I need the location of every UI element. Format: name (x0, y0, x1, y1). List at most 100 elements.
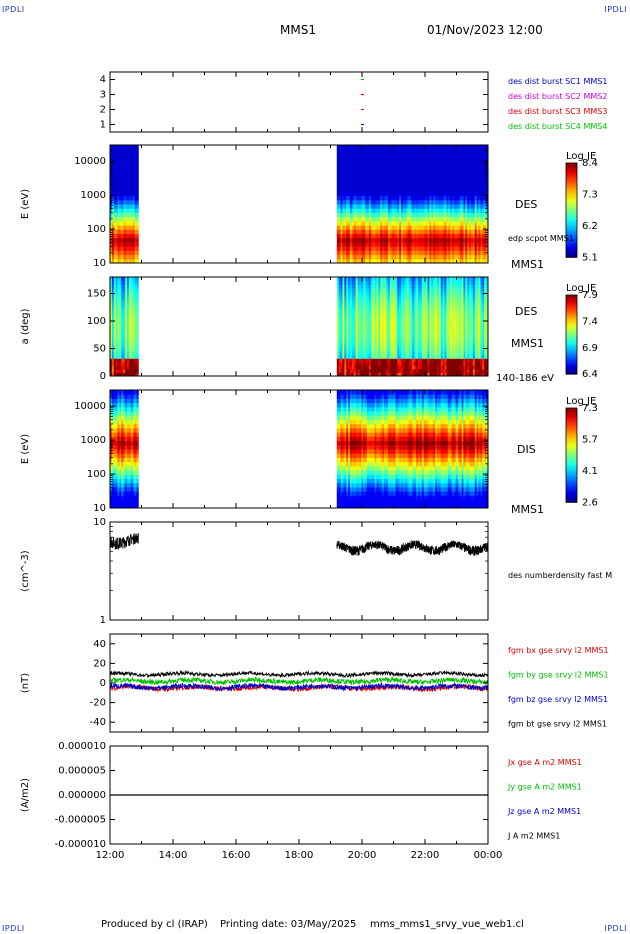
heatmap-cell (344, 326, 347, 331)
heatmap-cell (113, 344, 117, 349)
y-tick-label: 100 (87, 224, 106, 235)
heatmap-cell (461, 233, 464, 239)
heatmap-cell (425, 258, 428, 264)
heatmap-cell (378, 145, 381, 150)
heatmap-cell (374, 233, 377, 239)
heatmap-cell (336, 284, 340, 289)
heatmap-cell (423, 161, 427, 167)
heatmap-cell (134, 216, 137, 222)
heatmap-cell (368, 258, 372, 264)
heatmap-cell (474, 161, 478, 167)
heatmap-cell (436, 322, 440, 327)
heatmap-cell (418, 182, 421, 188)
heatmap-cell (393, 258, 396, 264)
heatmap-cell (410, 337, 413, 342)
heatmap-cell (414, 166, 417, 171)
heatmap-cell (363, 326, 366, 331)
heatmap-cell (384, 237, 387, 243)
heatmap-cell (463, 250, 466, 256)
heatmap-cell (336, 225, 340, 230)
heatmap-cell (370, 216, 374, 222)
heatmap-cell (342, 250, 345, 256)
heatmap-cell (361, 208, 364, 213)
heatmap-cell (367, 372, 370, 377)
heatmap-cell (374, 216, 377, 222)
heatmap-cell (395, 157, 398, 163)
heatmap-cell (121, 149, 124, 154)
heatmap-cell (384, 178, 387, 184)
heatmap-cell (363, 298, 366, 303)
heatmap-cell (387, 233, 391, 239)
heatmap-cell (363, 187, 366, 192)
heatmap-cell (111, 250, 115, 256)
heatmap-cell (450, 315, 453, 320)
heatmap-cell (125, 301, 128, 306)
heatmap-cell (391, 145, 394, 150)
heatmap-cell (338, 301, 341, 306)
heatmap-cell (391, 298, 394, 303)
heatmap-cell (385, 212, 389, 218)
heatmap-cell (370, 254, 374, 260)
heatmap-cell (119, 174, 122, 180)
heatmap-cell (127, 212, 130, 218)
heatmap-cell (414, 308, 417, 313)
heatmap-cell (419, 157, 423, 163)
heatmap-cell (425, 182, 428, 188)
heatmap-cell (465, 246, 468, 251)
heatmap-cell (465, 153, 468, 159)
heatmap-cell (355, 220, 358, 226)
heatmap-cell (338, 237, 341, 243)
heatmap-cell (385, 277, 389, 282)
colorbar-tick-label: 5.1 (582, 252, 598, 263)
heatmap-cell (130, 237, 134, 243)
heatmap-cell (425, 326, 428, 331)
heatmap-cell (348, 258, 351, 264)
heatmap-cell (474, 216, 478, 222)
heatmap-cell (472, 174, 476, 180)
heatmap-cell (111, 241, 115, 247)
heatmap-cell (361, 199, 364, 205)
heatmap-cell (397, 182, 400, 188)
heatmap-cell (393, 340, 396, 345)
heatmap-cell (448, 199, 451, 205)
heatmap-cell (393, 326, 396, 331)
heatmap-cell (427, 368, 430, 373)
heatmap-cell (472, 157, 476, 163)
heatmap-cell (404, 153, 408, 159)
heatmap-cell (397, 145, 400, 150)
heatmap-cell (423, 187, 427, 192)
heatmap-cell (446, 250, 449, 256)
heatmap-cell (121, 287, 124, 292)
heatmap-cell (431, 315, 434, 320)
heatmap-cell (476, 220, 479, 226)
heatmap-cell (395, 354, 398, 359)
heatmap-cell (128, 368, 132, 373)
heatmap-cell (350, 305, 353, 310)
heatmap-cell (338, 254, 341, 260)
heatmap-cell (384, 149, 387, 154)
heatmap-cell (119, 233, 122, 239)
heatmap-cell (391, 368, 394, 373)
heatmap-cell (435, 277, 438, 282)
heatmap-cell (472, 208, 476, 213)
heatmap-cell (444, 337, 447, 342)
heatmap-cell (359, 208, 362, 213)
heatmap-cell (351, 277, 355, 282)
heatmap-cell (382, 178, 385, 184)
heatmap-cell (395, 254, 398, 260)
heatmap-cell (372, 354, 375, 359)
heatmap-cell (340, 358, 343, 363)
heatmap-cell (374, 354, 377, 359)
heatmap-cell (421, 312, 425, 317)
heatmap-cell (435, 157, 438, 163)
heatmap-cell (123, 284, 126, 289)
heatmap-cell (110, 284, 113, 289)
heatmap-cell (365, 298, 368, 303)
heatmap-cell (385, 284, 389, 289)
heatmap-cell (419, 195, 423, 201)
heatmap-cell (374, 330, 377, 335)
heatmap-cell (361, 216, 364, 222)
heatmap-cell (374, 212, 377, 218)
heatmap-cell (367, 258, 370, 264)
heatmap-cell (121, 258, 124, 264)
